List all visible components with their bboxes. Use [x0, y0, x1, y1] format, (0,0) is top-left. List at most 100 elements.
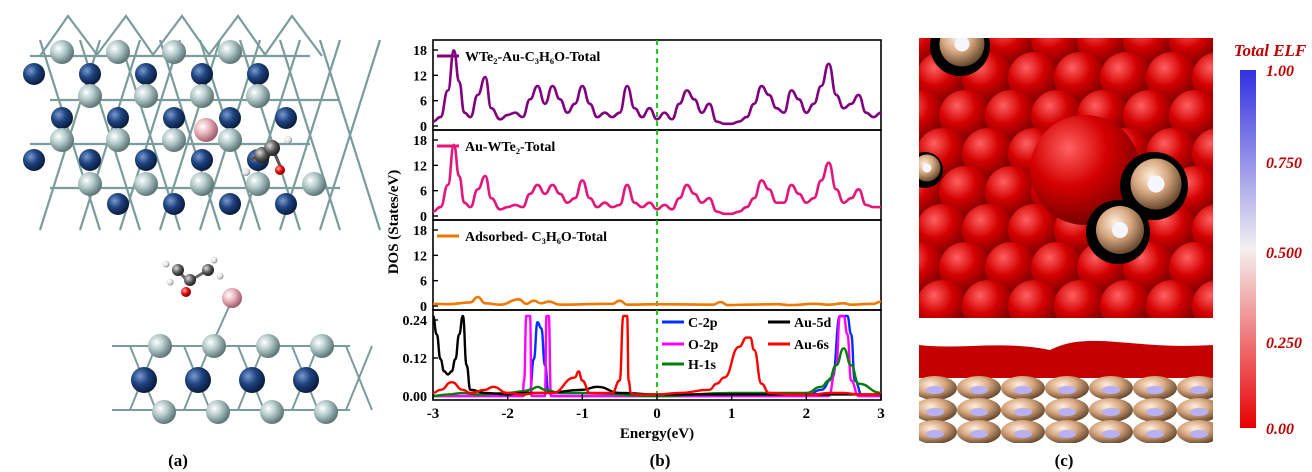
w-atom: [79, 149, 101, 171]
elf-panel: [919, 38, 1213, 443]
o-atom: [181, 287, 191, 297]
atom-core: [1014, 430, 1032, 438]
elf-lobe: [1169, 90, 1213, 142]
w-atom: [131, 367, 157, 393]
legend-label: Au-5d: [794, 316, 832, 331]
te-atom: [106, 128, 130, 152]
x-tick-label: 3: [877, 406, 885, 422]
lattice-edge: [318, 39, 382, 231]
te-atom: [206, 400, 230, 424]
y-tick-label: 18: [413, 224, 427, 239]
o-atom: [275, 165, 285, 175]
colorbar-tick-label: 0.500: [1266, 245, 1302, 262]
atom-core: [1102, 408, 1120, 416]
atom-core: [970, 386, 988, 394]
colorbar-title: Total ELF: [1234, 41, 1307, 60]
y-tick-label: 18: [413, 134, 427, 149]
h-core: [922, 163, 932, 173]
dos-line: [432, 295, 882, 307]
elf-lobe: [1008, 204, 1060, 256]
elf-lobe: [1123, 90, 1175, 142]
te-atom: [134, 172, 158, 196]
h-atom: [284, 136, 292, 144]
lattice-edge: [39, 14, 99, 57]
atom-core: [970, 408, 988, 416]
dos-line: [432, 49, 882, 126]
colorbar-tick-label: 0.250: [1266, 335, 1302, 352]
w-atom: [219, 107, 241, 129]
w-atom: [23, 63, 45, 85]
w-atom: [191, 63, 213, 85]
h-atom: [162, 260, 170, 268]
atom-core: [1190, 386, 1208, 394]
y-tick-label: 6: [420, 95, 427, 110]
w-atom: [135, 63, 157, 85]
x-tick-label: -1: [576, 406, 589, 422]
colorbar-tick-label: 1.00: [1266, 63, 1294, 80]
x-axis-label: Energy(eV): [620, 426, 694, 442]
te-atom: [260, 400, 284, 424]
w-atom: [219, 193, 241, 215]
te-atom: [106, 40, 130, 64]
h-atom: [166, 278, 174, 286]
h-atom: [210, 256, 218, 264]
elf-lobe: [985, 242, 1037, 294]
elf-lobe: [1100, 280, 1152, 318]
h-core: [954, 38, 970, 52]
x-tick-label: -2: [501, 406, 514, 422]
atom-core: [1058, 430, 1076, 438]
au-atom: [194, 118, 218, 142]
colorbar-gradient: [1240, 70, 1256, 428]
elf-lobe: [962, 204, 1014, 256]
lattice-edge: [345, 345, 373, 411]
x-tick-label: 1: [728, 406, 736, 422]
w-atom: [79, 63, 101, 85]
atom-core: [1058, 386, 1076, 394]
elf-lobe: [985, 90, 1037, 142]
h-atom: [242, 168, 250, 176]
w-atom: [23, 149, 45, 171]
elf-au-lobe: [1030, 115, 1140, 225]
y-tick-label: 6: [420, 185, 427, 200]
te-atom: [78, 172, 102, 196]
w-atom: [163, 107, 185, 129]
y-tick-label: 0: [420, 300, 427, 315]
atom-core: [1102, 386, 1120, 394]
te-atom: [152, 400, 176, 424]
te-atom: [246, 84, 270, 108]
elf-top-view: [919, 38, 1213, 318]
elf-lobe: [939, 242, 991, 294]
pdos-line-au-6s: [432, 314, 881, 396]
elf-lobe: [1031, 242, 1083, 294]
lattice-edge: [263, 14, 323, 57]
w-atom: [239, 367, 265, 393]
elf-lobe: [1169, 242, 1213, 294]
te-atom: [50, 128, 74, 152]
h-core: [1147, 175, 1165, 193]
elf-lobe: [1008, 52, 1060, 104]
te-atom: [190, 84, 214, 108]
series-label: WTe₂-Au-C₃H₆O-Total: [465, 50, 600, 65]
atom-core: [926, 386, 944, 394]
series-label: Adsorbed- C₃H₆O-Total: [465, 230, 607, 245]
dos-line: [432, 143, 881, 216]
elf-side-view: [919, 330, 1213, 443]
legend-label: O-2p: [688, 338, 719, 353]
elf-lobe: [1054, 280, 1106, 318]
x-tick-label: 2: [803, 406, 811, 422]
y-tick-label: 0: [420, 210, 427, 225]
legend-label: Au-6s: [794, 338, 830, 353]
elf-side-layer: [919, 340, 1213, 378]
panel-c-label: (c): [1055, 451, 1074, 470]
te-atom: [162, 40, 186, 64]
panel-a-label: (a): [168, 451, 188, 470]
c-atom: [184, 274, 196, 286]
te-atom: [134, 84, 158, 108]
x-tick-label: 0: [653, 406, 661, 422]
legend-label: C-2p: [688, 316, 718, 331]
y-tick-label: 0: [420, 120, 427, 135]
elf-lobe: [962, 128, 1014, 180]
y-tick-label: 12: [413, 249, 427, 264]
lattice-edge: [207, 14, 267, 57]
